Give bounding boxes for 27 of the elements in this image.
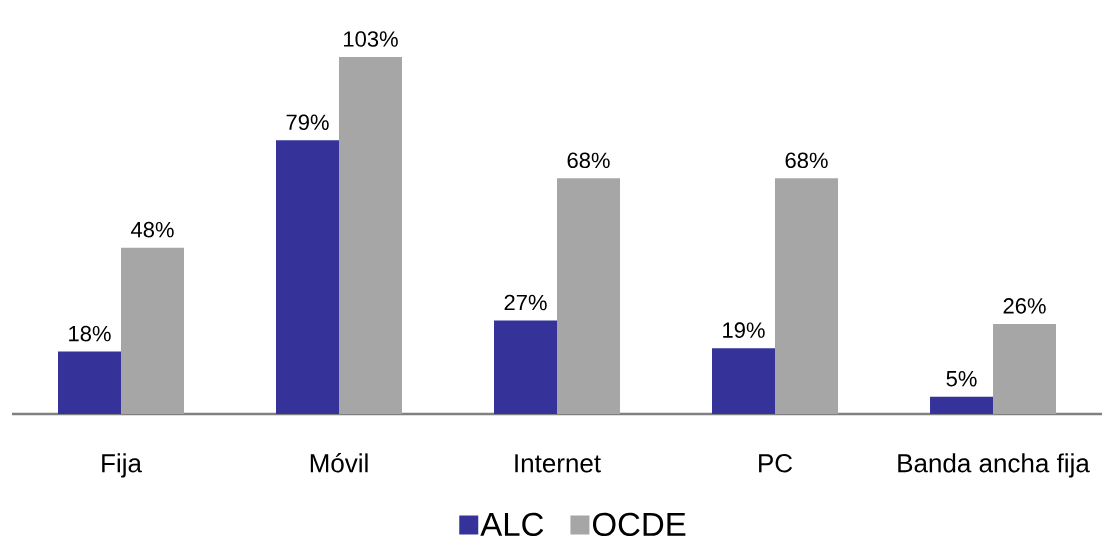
bar bbox=[121, 247, 184, 414]
bar bbox=[494, 320, 558, 414]
data-label: 103% bbox=[344, 31, 398, 47]
bar bbox=[712, 348, 776, 414]
x-tick-label: Móvil bbox=[310, 453, 368, 473]
x-tick-label: Banda ancha fija bbox=[898, 453, 1090, 478]
bar bbox=[276, 140, 339, 414]
x-tick-label: PC bbox=[759, 454, 793, 473]
bar bbox=[775, 178, 839, 414]
x-tick-label: Internet bbox=[515, 454, 601, 473]
data-label: 79% bbox=[286, 114, 329, 130]
bar bbox=[993, 323, 1057, 414]
bar bbox=[557, 178, 621, 414]
x-tick-label: Fija bbox=[102, 453, 142, 478]
legend-label: ALC bbox=[480, 512, 544, 537]
bar bbox=[58, 351, 121, 414]
data-label: 18% bbox=[69, 325, 111, 342]
data-label: 27% bbox=[504, 294, 547, 311]
data-label: 26% bbox=[1003, 298, 1046, 314]
bar bbox=[930, 396, 994, 414]
data-label: 68% bbox=[567, 152, 610, 169]
data-label: 68% bbox=[785, 152, 828, 169]
legend-label: OCDE bbox=[592, 512, 686, 537]
data-label: 48% bbox=[130, 221, 174, 238]
data-label: 19% bbox=[723, 322, 765, 338]
data-label: 5% bbox=[946, 370, 977, 387]
bar bbox=[339, 57, 402, 414]
